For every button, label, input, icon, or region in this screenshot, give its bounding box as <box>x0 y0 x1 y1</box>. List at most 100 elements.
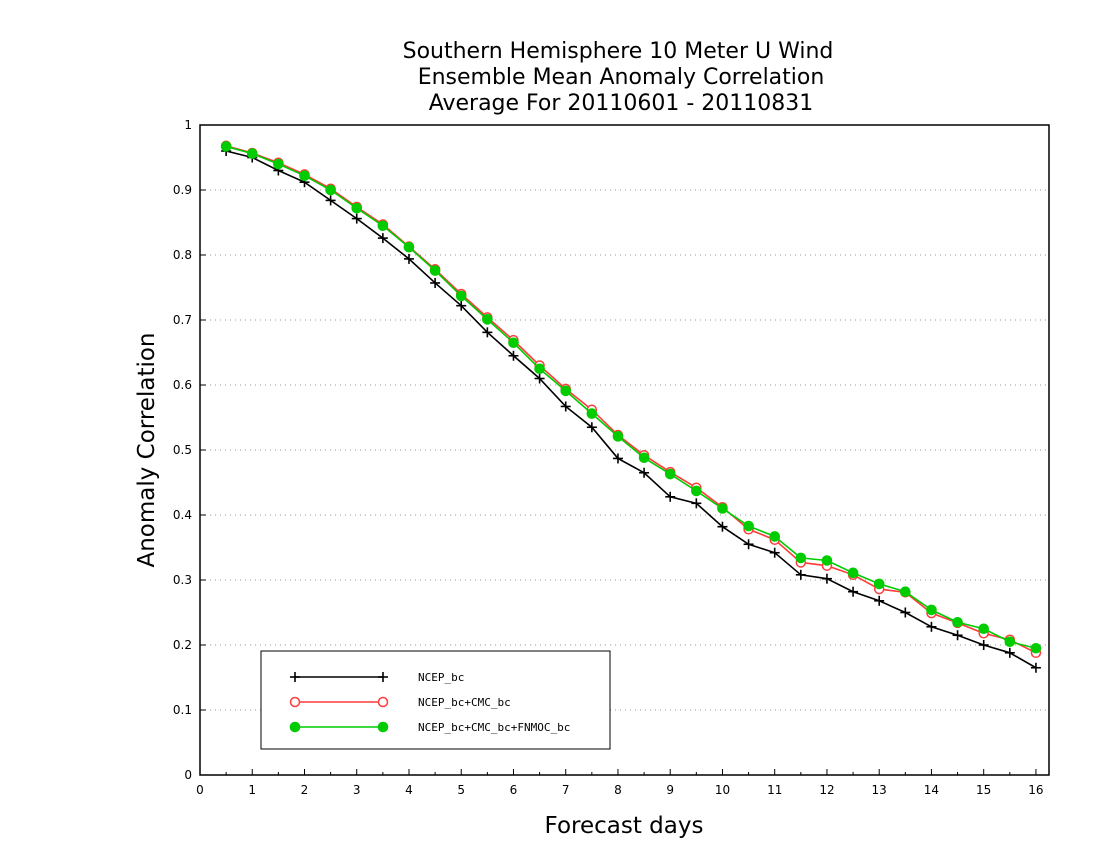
chart-title: Southern Hemisphere 10 Meter U Wind Ense… <box>403 39 834 116</box>
data-point <box>246 148 258 159</box>
y-tick-label: 0.6 <box>173 378 192 392</box>
x-tick-label: 2 <box>301 783 309 797</box>
y-tick-label: 0.4 <box>173 508 192 522</box>
data-point <box>717 521 728 532</box>
y-tick-label: 0.7 <box>173 313 192 327</box>
y-tick-label: 0.9 <box>173 183 192 197</box>
chart-title-line-2: Ensemble Mean Anomaly Correlation <box>418 65 825 90</box>
data-point <box>665 491 676 502</box>
data-point <box>586 408 598 419</box>
x-tick-label: 1 <box>248 783 256 797</box>
data-point <box>377 220 389 232</box>
gridlines <box>200 189 1049 711</box>
x-tick-label: 4 <box>405 783 413 797</box>
legend-marker <box>377 721 389 733</box>
data-point <box>926 621 937 632</box>
data-point <box>743 539 754 550</box>
chart-title-line-1: Southern Hemisphere 10 Meter U Wind <box>403 39 834 64</box>
data-point <box>560 401 571 412</box>
data-point <box>926 604 937 616</box>
legend-label: NCEP_bc+CMC_bc+FNMOC_bc <box>418 721 570 734</box>
series-line <box>225 145 1037 650</box>
data-point <box>847 567 859 579</box>
series-line <box>225 145 1037 654</box>
x-tick-label: 14 <box>924 783 939 797</box>
data-point <box>795 552 807 564</box>
series-1 <box>220 140 1042 659</box>
data-point <box>769 547 780 558</box>
x-tick-label: 8 <box>614 783 622 797</box>
series-line <box>225 150 1037 669</box>
data-point <box>482 314 493 325</box>
data-point <box>456 300 467 311</box>
data-point <box>900 607 911 618</box>
legend: NCEP_bc NCEP_bc+CMC_bc NCEP_bc+CMC_bc+FNMO… <box>260 650 611 750</box>
data-point <box>874 595 885 606</box>
legend-marker <box>289 721 301 733</box>
x-axis-ticks: 0 1 2 3 4 5 6 7 8 9 10 11 12 13 14 15 16 <box>196 769 1044 797</box>
x-tick-label: 16 <box>1028 783 1043 797</box>
data-point <box>560 385 572 397</box>
legend-item: NCEP_bc+CMC_bc+FNMOC_bc <box>289 721 570 734</box>
legend-marker <box>377 696 389 708</box>
legend-item: NCEP_bc <box>290 671 464 684</box>
legend-item: NCEP_bc+CMC_bc <box>289 696 511 709</box>
data-point <box>952 616 963 628</box>
data-point <box>664 468 676 480</box>
data-point <box>638 452 650 464</box>
data-point <box>691 485 702 497</box>
data-point <box>743 520 754 532</box>
data-point <box>1004 647 1015 658</box>
legend-marker <box>290 672 300 682</box>
chart-title-line-3: Average For 20110601 - 20110831 <box>429 91 814 116</box>
y-tick-label: 0.8 <box>173 248 192 262</box>
data-point <box>848 586 859 597</box>
x-tick-label: 0 <box>196 783 204 797</box>
x-tick-label: 12 <box>819 783 834 797</box>
data-point <box>351 213 362 224</box>
data-point <box>455 290 467 302</box>
data-point <box>821 573 832 584</box>
x-tick-label: 9 <box>666 783 674 797</box>
x-tick-label: 6 <box>510 783 518 797</box>
data-point <box>482 327 493 338</box>
data-point <box>403 253 414 264</box>
x-axis-label: Forecast days <box>545 813 704 839</box>
y-tick-label: 0.3 <box>173 573 192 587</box>
data-point <box>351 202 363 214</box>
legend-box <box>260 650 611 750</box>
x-tick-label: 13 <box>872 783 887 797</box>
x-tick-label: 3 <box>353 783 361 797</box>
x-tick-label: 7 <box>562 783 570 797</box>
data-point <box>508 337 519 349</box>
data-point <box>612 453 623 464</box>
data-point <box>534 373 545 384</box>
data-point <box>1030 642 1042 654</box>
data-point <box>430 277 441 288</box>
legend-marker <box>289 696 301 708</box>
data-point <box>717 503 728 514</box>
x-tick-label: 15 <box>976 783 991 797</box>
y-tick-label: 0.2 <box>173 638 192 652</box>
data-point <box>586 422 597 433</box>
series-0 <box>221 146 1041 673</box>
data-point <box>273 158 284 170</box>
data-point <box>377 233 388 244</box>
data-point <box>639 467 650 478</box>
data-point <box>978 640 989 650</box>
data-point <box>900 586 911 598</box>
x-tick-label: 10 <box>715 783 730 797</box>
data-point <box>691 498 702 509</box>
data-point <box>429 265 441 276</box>
data-point <box>220 141 232 152</box>
data-point <box>325 184 336 196</box>
data-point <box>1004 636 1016 648</box>
data-point <box>978 623 989 635</box>
data-point <box>795 569 806 580</box>
x-tick-label: 5 <box>457 783 465 797</box>
y-tick-label: 1 <box>184 118 192 132</box>
data-point <box>873 578 885 590</box>
data-point <box>299 170 310 181</box>
x-tick-label: 11 <box>767 783 782 797</box>
